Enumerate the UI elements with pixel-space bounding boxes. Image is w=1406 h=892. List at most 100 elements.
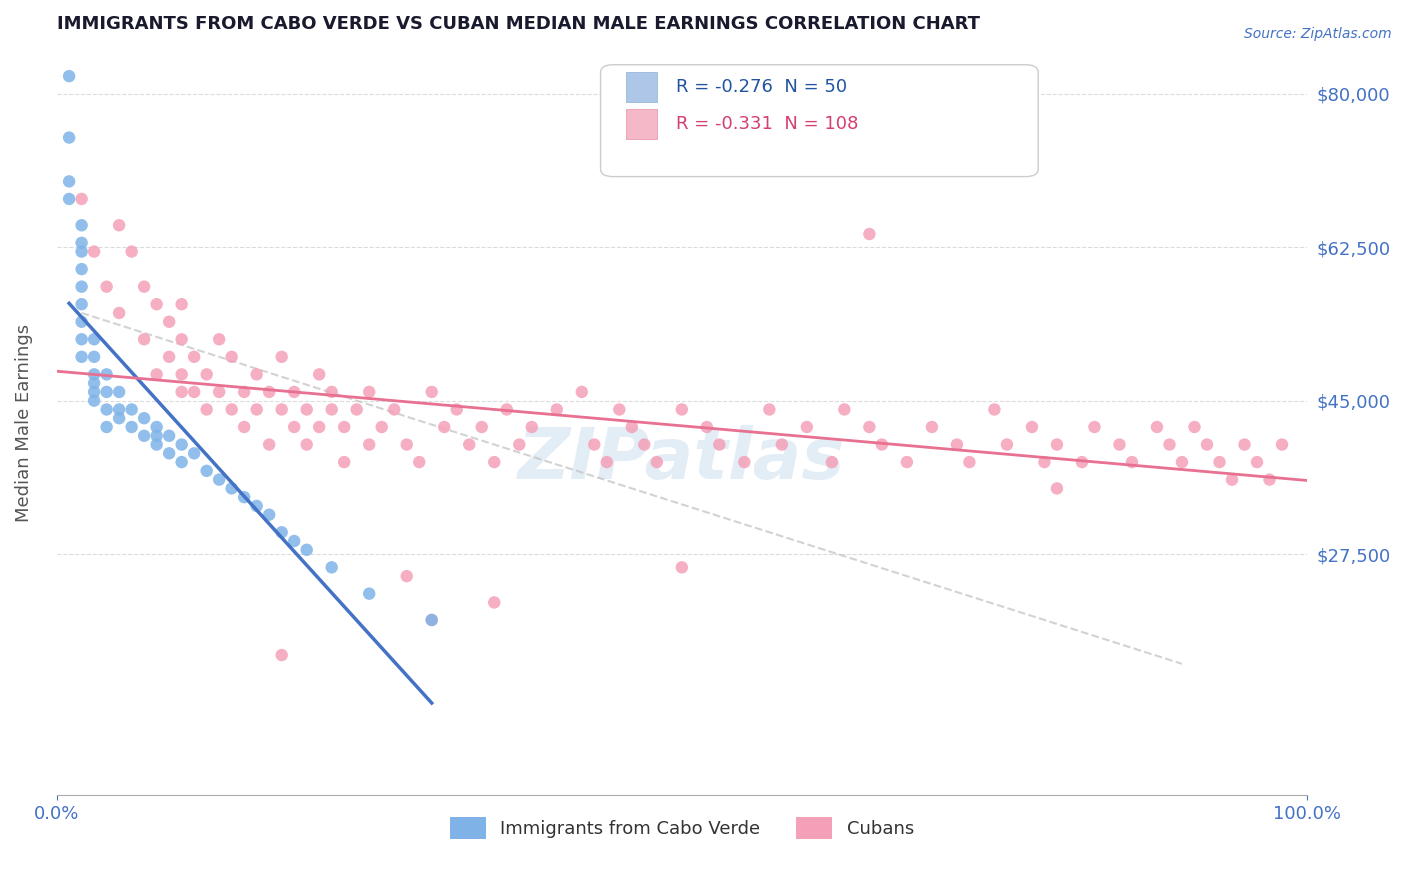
- Point: [359, 437, 381, 451]
- Point: [221, 402, 243, 417]
- Point: [446, 402, 468, 417]
- Point: [1146, 420, 1168, 434]
- Point: [70, 350, 93, 364]
- Point: [758, 402, 780, 417]
- Point: [283, 534, 305, 549]
- Point: [257, 437, 280, 451]
- Point: [1246, 455, 1268, 469]
- Point: [333, 455, 356, 469]
- Point: [1258, 473, 1281, 487]
- Point: [208, 473, 231, 487]
- FancyBboxPatch shape: [626, 110, 657, 139]
- Point: [770, 437, 793, 451]
- Point: [145, 420, 167, 434]
- Point: [671, 560, 693, 574]
- Point: [83, 244, 105, 259]
- Point: [1033, 455, 1056, 469]
- Point: [508, 437, 530, 451]
- Point: [1071, 455, 1094, 469]
- Text: R = -0.276  N = 50: R = -0.276 N = 50: [675, 78, 846, 96]
- Point: [896, 455, 918, 469]
- Point: [321, 560, 343, 574]
- Point: [359, 587, 381, 601]
- Point: [96, 368, 118, 382]
- Point: [346, 402, 368, 417]
- Point: [58, 192, 80, 206]
- Point: [321, 384, 343, 399]
- Point: [645, 455, 668, 469]
- Point: [246, 368, 269, 382]
- Point: [733, 455, 755, 469]
- Point: [221, 350, 243, 364]
- Y-axis label: Median Male Earnings: Median Male Earnings: [15, 324, 32, 522]
- Point: [246, 499, 269, 513]
- Point: [96, 402, 118, 417]
- Point: [70, 279, 93, 293]
- Point: [1159, 437, 1181, 451]
- Point: [709, 437, 731, 451]
- Point: [295, 437, 318, 451]
- Point: [858, 420, 880, 434]
- Point: [70, 219, 93, 233]
- Point: [408, 455, 430, 469]
- Point: [946, 437, 969, 451]
- Point: [157, 429, 180, 443]
- Point: [870, 437, 893, 451]
- Point: [145, 368, 167, 382]
- Point: [308, 420, 330, 434]
- Text: IMMIGRANTS FROM CABO VERDE VS CUBAN MEDIAN MALE EARNINGS CORRELATION CHART: IMMIGRANTS FROM CABO VERDE VS CUBAN MEDI…: [56, 15, 980, 33]
- Point: [620, 420, 643, 434]
- Point: [70, 315, 93, 329]
- Point: [420, 384, 443, 399]
- Point: [145, 437, 167, 451]
- Point: [58, 69, 80, 83]
- Point: [70, 235, 93, 250]
- Point: [108, 402, 131, 417]
- Point: [484, 455, 506, 469]
- Point: [157, 315, 180, 329]
- Text: R = -0.331  N = 108: R = -0.331 N = 108: [675, 115, 858, 134]
- Point: [333, 420, 356, 434]
- FancyBboxPatch shape: [600, 65, 1038, 177]
- Point: [583, 437, 606, 451]
- Point: [1208, 455, 1230, 469]
- Point: [170, 368, 193, 382]
- Point: [257, 508, 280, 522]
- Point: [108, 306, 131, 320]
- Point: [195, 402, 218, 417]
- Point: [121, 402, 143, 417]
- Point: [208, 332, 231, 346]
- Point: [921, 420, 943, 434]
- Point: [983, 402, 1005, 417]
- Point: [170, 384, 193, 399]
- Point: [108, 219, 131, 233]
- Point: [233, 384, 256, 399]
- Point: [58, 130, 80, 145]
- Point: [671, 402, 693, 417]
- Point: [183, 384, 205, 399]
- Point: [295, 542, 318, 557]
- Point: [83, 393, 105, 408]
- Point: [821, 455, 844, 469]
- Point: [433, 420, 456, 434]
- Point: [520, 420, 543, 434]
- Point: [134, 279, 156, 293]
- Point: [70, 244, 93, 259]
- Point: [83, 384, 105, 399]
- Point: [83, 376, 105, 391]
- Point: [1271, 437, 1294, 451]
- Point: [321, 402, 343, 417]
- Point: [471, 420, 494, 434]
- Point: [270, 350, 292, 364]
- Point: [957, 455, 980, 469]
- Point: [1021, 420, 1043, 434]
- Text: Source: ZipAtlas.com: Source: ZipAtlas.com: [1244, 27, 1392, 41]
- Point: [170, 332, 193, 346]
- Point: [420, 613, 443, 627]
- Point: [1046, 437, 1069, 451]
- Text: ZIPatlas: ZIPatlas: [519, 425, 845, 494]
- Point: [58, 174, 80, 188]
- Point: [157, 446, 180, 460]
- Point: [96, 384, 118, 399]
- Point: [607, 402, 630, 417]
